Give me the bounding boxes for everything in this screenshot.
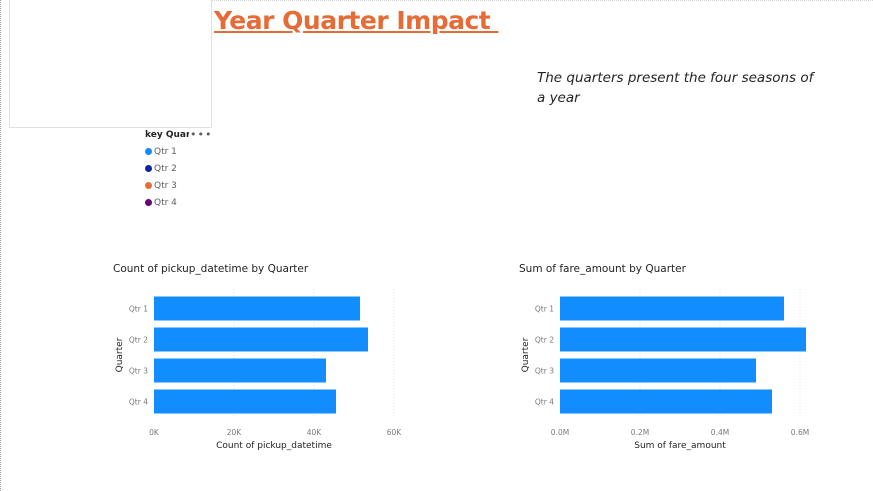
tick-label: 0.0M [551,428,569,437]
bar-chart-svg: Qtr 1 Qtr 2 Qtr 3 Qtr 4 0.0M 0.2M 0.4M 0.6M Sum … [521,289,809,451]
tick-label: 60K [387,428,403,437]
legend-label: Qtr 3 [154,180,177,191]
category-label: Qtr 3 [535,367,554,376]
category-label: Qtr 2 [129,336,148,345]
legend-label: Qtr 2 [154,163,177,174]
tick-label: 0.4M [711,428,729,437]
legend-item[interactable]: Qtr 4 [145,194,209,211]
legend-dot-icon [145,182,152,189]
bar-qtr-4[interactable] [154,389,336,414]
description-text: The quarters present the four seasons of… [537,70,814,106]
tick-label: 0.6M [791,428,809,437]
bar-qtr-4[interactable] [560,389,772,414]
empty-visual-placeholder[interactable] [9,0,212,128]
category-label: Qtr 4 [535,398,554,407]
bar-qtr-1[interactable] [154,296,360,321]
category-label: Qtr 1 [535,305,554,314]
category-label: Qtr 3 [129,367,148,376]
tick-label: 20K [227,428,243,437]
legend-label: Qtr 4 [154,197,177,208]
bar-qtr-3[interactable] [154,358,326,383]
category-label: Qtr 4 [129,398,148,407]
count-pickup-chart[interactable]: Count of pickup_datetime by Quarter Qtr … [113,263,413,453]
bar-chart-svg: Qtr 1 Qtr 2 Qtr 3 Qtr 4 0K 20K 40K 60K Count of … [115,289,403,451]
bar-qtr-2[interactable] [154,327,368,352]
legend-dot-icon [145,165,152,172]
chart-title: Sum of fare_amount by Quarter [519,263,686,275]
legend-item[interactable]: Qtr 1 [145,143,209,160]
legend: key Quart ••• Qtr 1 Qtr 2 Qtr 3 Qtr 4 [145,128,213,211]
category-label: Qtr 1 [129,305,148,314]
legend-dot-icon [145,148,152,155]
bar-qtr-2[interactable] [560,327,806,352]
legend-item[interactable]: Qtr 2 [145,160,209,177]
bar-qtr-1[interactable] [560,296,784,321]
legend-items: Qtr 1 Qtr 2 Qtr 3 Qtr 4 [145,143,209,211]
canvas-edge [0,0,1,491]
tick-label: 0.2M [631,428,649,437]
canvas-edge-top [210,0,873,1]
category-label: Qtr 2 [535,336,554,345]
chart-title: Count of pickup_datetime by Quarter [113,263,309,275]
x-axis-label: Count of pickup_datetime [216,441,332,451]
y-axis-label: Quarter [115,337,125,372]
ellipsis-icon[interactable]: ••• [190,128,213,141]
bar-qtr-3[interactable] [560,358,756,383]
legend-title: key Quart [145,130,189,140]
legend-item[interactable]: Qtr 3 [145,177,209,194]
tick-label: 0K [149,428,160,437]
sum-fare-chart[interactable]: Sum of fare_amount by Quarter Qtr 1 Qtr 2… [519,263,819,453]
tick-label: 40K [307,428,323,437]
x-axis-label: Sum of fare_amount [634,441,726,451]
page-title: Year Quarter Impact [214,6,499,35]
legend-label: Qtr 1 [154,146,177,157]
legend-dot-icon [145,199,152,206]
y-axis-label: Quarter [521,337,531,372]
